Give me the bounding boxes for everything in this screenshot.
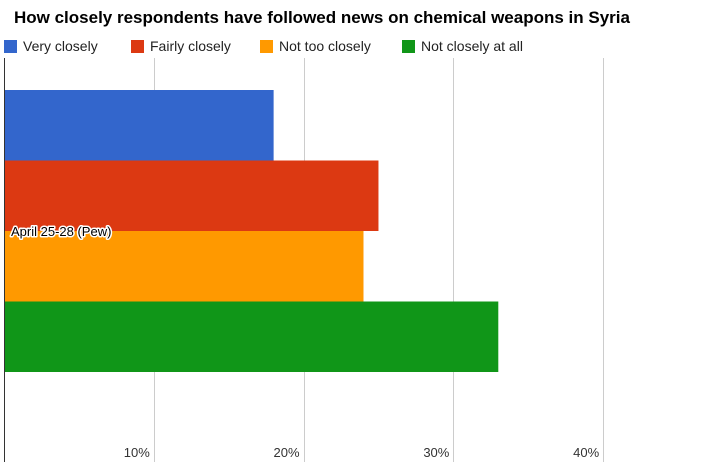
category-label: April 25-28 (Pew) bbox=[11, 224, 111, 239]
legend-item-not-closely-at-all: Not closely at all bbox=[402, 38, 523, 54]
x-tick-label-2: 30% bbox=[423, 445, 449, 460]
x-tick-label-0: 10% bbox=[124, 445, 150, 460]
bar-very-closely bbox=[4, 90, 274, 161]
x-tick-label-1: 20% bbox=[274, 445, 300, 460]
bar-not-too-closely bbox=[4, 231, 364, 302]
x-tick-label-3: 40% bbox=[573, 445, 599, 460]
legend-swatch-not-closely-at-all bbox=[402, 39, 415, 53]
legend-swatch-very-closely bbox=[4, 39, 17, 53]
legend-label-not-closely-at-all: Not closely at all bbox=[421, 38, 523, 54]
bar-fairly-closely bbox=[4, 160, 379, 231]
bar-not-closely-at-all bbox=[4, 301, 499, 372]
legend-swatch-not-too-closely bbox=[260, 39, 273, 53]
legend-label-fairly-closely: Fairly closely bbox=[150, 38, 231, 54]
category-label-halo: April 25-28 (Pew) bbox=[11, 224, 111, 239]
legend-swatch-fairly-closely bbox=[131, 39, 144, 53]
legend-label-not-too-closely: Not too closely bbox=[279, 38, 371, 54]
legend-item-very-closely: Very closely bbox=[4, 38, 98, 54]
legend-item-fairly-closely: Fairly closely bbox=[131, 38, 231, 54]
chart-title: How closely respondents have followed ne… bbox=[14, 8, 630, 27]
legend-item-not-too-closely: Not too closely bbox=[260, 38, 371, 54]
legend-label-very-closely: Very closely bbox=[23, 38, 98, 54]
